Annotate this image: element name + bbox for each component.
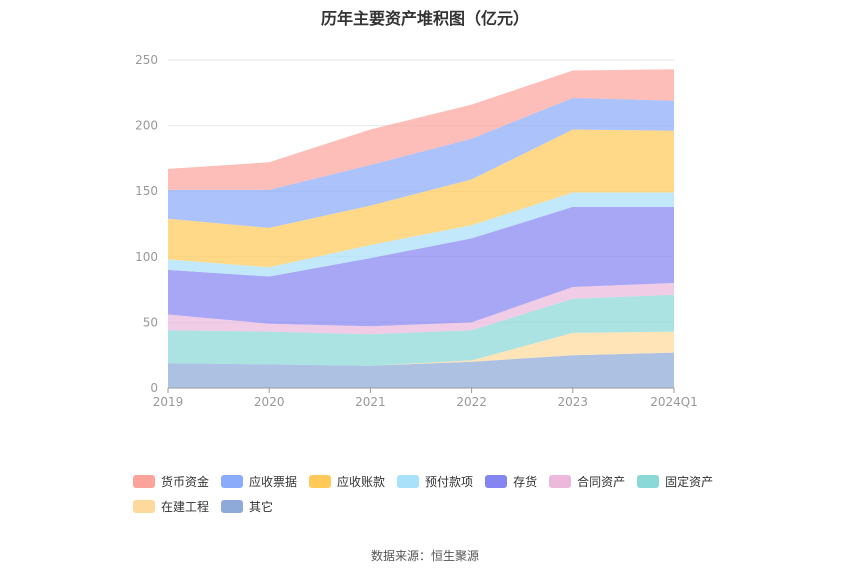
legend-swatch xyxy=(485,475,508,488)
legend-item[interactable]: 合同资产 xyxy=(549,474,625,490)
legend: 货币资金 应收票据 应收账款 预付款项 存货 合同资产 固定资产在建工程 其它 xyxy=(133,473,753,522)
legend-item[interactable]: 固定资产 xyxy=(637,474,713,490)
area-series-7 xyxy=(168,98,674,228)
legend-swatch xyxy=(133,475,155,488)
legend-label: 应收票据 xyxy=(249,475,298,489)
legend-label: 预付款项 xyxy=(425,475,474,489)
y-tick-label: 0 xyxy=(150,381,158,395)
legend-item[interactable]: 应收票据 xyxy=(221,474,297,490)
legend-label: 应收账款 xyxy=(337,475,386,489)
legend-swatch xyxy=(309,475,332,488)
y-tick-label: 200 xyxy=(135,119,158,133)
area-series-6 xyxy=(168,129,674,268)
legend-swatch xyxy=(637,475,660,488)
area-series-4 xyxy=(168,206,674,327)
legend-item[interactable]: 在建工程 xyxy=(133,498,209,514)
legend-label: 货币资金 xyxy=(161,475,210,489)
x-tick-label: 2024Q1 xyxy=(650,395,698,409)
x-tick-label: 2022 xyxy=(456,395,487,409)
area-series-5 xyxy=(168,192,674,277)
chart-title: 历年主要资产堆积图（亿元） xyxy=(320,9,529,28)
y-tick-label: 150 xyxy=(135,184,158,198)
legend-swatch xyxy=(221,475,244,488)
legend-label: 固定资产 xyxy=(665,475,714,489)
x-tick-label: 2023 xyxy=(558,395,589,409)
area-series-3 xyxy=(168,283,674,335)
y-tick-label: 100 xyxy=(135,250,158,264)
area-series-0 xyxy=(168,352,674,388)
x-tick-label: 2021 xyxy=(355,395,386,409)
legend-label: 合同资产 xyxy=(577,475,626,489)
area-series-2 xyxy=(168,294,674,366)
legend-label: 存货 xyxy=(513,475,538,489)
x-tick-label: 2019 xyxy=(153,395,184,409)
area-series-8 xyxy=(168,69,674,190)
legend-item[interactable]: 其它 xyxy=(221,498,273,514)
y-tick-label: 50 xyxy=(143,315,158,329)
legend-label: 在建工程 xyxy=(161,499,210,514)
legend-swatch xyxy=(397,475,420,488)
area-series xyxy=(168,69,674,388)
legend-item[interactable]: 应收账款 xyxy=(309,474,385,490)
y-tick-label: 250 xyxy=(135,53,158,67)
legend-item[interactable]: 货币资金 xyxy=(133,474,209,490)
legend-swatch xyxy=(549,475,572,488)
legend-swatch xyxy=(221,499,244,513)
legend-item[interactable]: 存货 xyxy=(485,474,537,490)
area-series-1 xyxy=(168,331,674,366)
legend-item[interactable]: 预付款项 xyxy=(397,474,473,490)
legend-label: 其它 xyxy=(249,499,274,514)
axes: 0 50 100 150 200 250 2019 2020 2021 2022 2023 2024Q… xyxy=(135,53,698,409)
legend-swatch xyxy=(133,499,155,513)
data-source: 数据来源：恒生聚源 xyxy=(370,549,479,563)
x-tick-label: 2020 xyxy=(254,395,285,409)
